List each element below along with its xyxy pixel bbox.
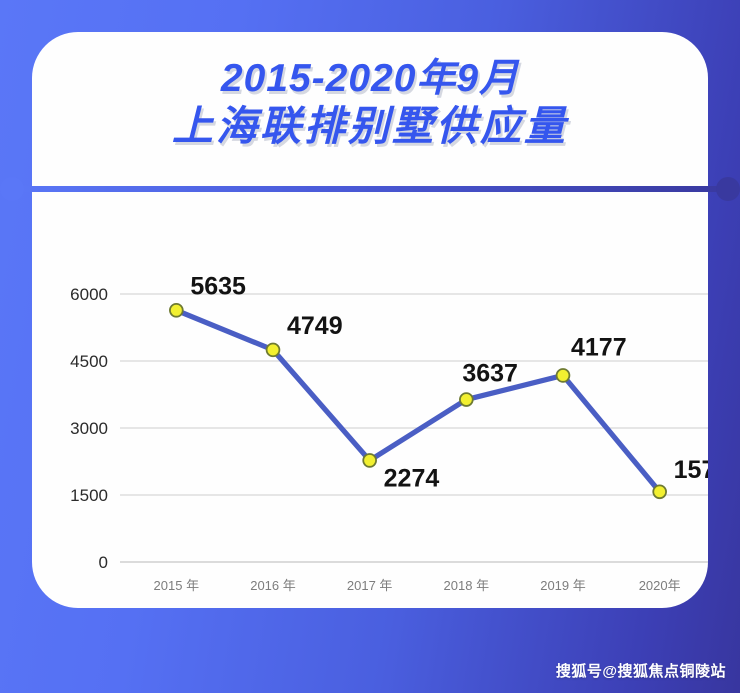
- y-tick-label-0: 0: [99, 553, 108, 572]
- data-point-marker-5: [652, 484, 667, 500]
- data-value-label-0: 5635: [190, 272, 246, 300]
- x-tick-label-1: 2016 年: [250, 578, 296, 593]
- data-value-label-3: 3637: [462, 360, 518, 388]
- data-point-marker-4: [555, 368, 571, 383]
- divider-line: [12, 186, 728, 192]
- x-tick-label-4: 2019 年: [540, 578, 586, 593]
- chart-title-block: 2015-2020年9月 上海联排别墅供应量: [32, 56, 708, 150]
- line-chart: 0 1500 3000 4500 6000 2015 年 2016 年 2017 年 2018…: [32, 232, 708, 608]
- y-tick-label-6000: 6000: [70, 285, 108, 304]
- watermark-label: 搜狐号@搜狐焦点铜陵站: [555, 663, 726, 680]
- y-tick-label-1500: 1500: [70, 486, 108, 505]
- data-value-label-1: 4749: [287, 312, 343, 340]
- chart-svg: 0 1500 3000 4500 6000 2015 年 2016 年 2017 年 2018…: [70, 272, 708, 593]
- data-point-marker-3: [459, 392, 474, 407]
- data-point-marker-2: [362, 453, 377, 468]
- y-tick-label-4500: 4500: [70, 352, 108, 371]
- title-line-secondary: 上海联排别墅供应量: [172, 103, 568, 150]
- divider-dot-left-icon: [0, 177, 24, 201]
- x-tick-label-3: 2018 年: [444, 578, 490, 593]
- data-value-label-2: 2274: [384, 464, 440, 492]
- x-tick-label-5: 2020年: [639, 578, 681, 593]
- x-axis-tick-labels: 2015 年 2016 年 2017 年 2018 年 2019 年 2020年: [154, 578, 681, 593]
- data-point-marker-1: [265, 342, 281, 358]
- data-value-label-4: 4177: [571, 333, 627, 361]
- x-tick-label-2: 2017 年: [347, 578, 393, 593]
- x-tick-label-0: 2015 年: [154, 578, 200, 593]
- content-card: 2015-2020年9月 上海联排别墅供应量 0 1500 3000 4500 6000…: [32, 32, 708, 608]
- data-point-marker-0: [169, 303, 184, 318]
- data-point-markers: [169, 303, 667, 500]
- data-series-line: [173, 307, 663, 495]
- data-value-labels: 5635 4749 2274 3637 4177 1572: [190, 272, 708, 492]
- divider-dot-right-icon: [716, 177, 740, 201]
- title-line-primary: 2015-2020年9月: [220, 57, 520, 100]
- title-divider: [0, 177, 740, 203]
- data-value-label-5: 1572: [674, 456, 708, 484]
- y-tick-label-3000: 3000: [70, 419, 108, 438]
- y-axis-tick-labels: 0 1500 3000 4500 6000: [70, 285, 108, 572]
